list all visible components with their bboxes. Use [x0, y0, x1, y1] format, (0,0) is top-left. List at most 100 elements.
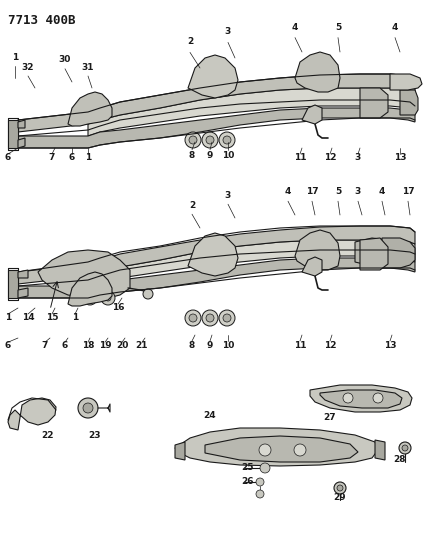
Text: 5: 5: [335, 23, 341, 33]
Circle shape: [343, 393, 353, 403]
Text: 17: 17: [306, 188, 318, 197]
Text: 23: 23: [89, 431, 101, 440]
Polygon shape: [18, 138, 25, 148]
Text: 21: 21: [136, 341, 148, 350]
Text: 11: 11: [294, 341, 306, 350]
Circle shape: [260, 463, 270, 473]
Text: 13: 13: [394, 154, 406, 163]
Polygon shape: [360, 88, 388, 118]
Text: 2: 2: [189, 200, 195, 209]
Circle shape: [373, 393, 383, 403]
Polygon shape: [360, 238, 388, 270]
Text: 2: 2: [187, 37, 193, 46]
Text: 28: 28: [394, 456, 406, 464]
Text: 1: 1: [72, 313, 78, 322]
Text: 13: 13: [384, 341, 396, 350]
Text: 3: 3: [225, 190, 231, 199]
Text: 4: 4: [379, 188, 385, 197]
Circle shape: [223, 136, 231, 144]
Text: 6: 6: [5, 341, 11, 350]
Circle shape: [189, 136, 197, 144]
Text: 7: 7: [42, 341, 48, 350]
Text: 4: 4: [292, 23, 298, 33]
Text: 4: 4: [285, 188, 291, 197]
Text: 24: 24: [204, 410, 216, 419]
Polygon shape: [18, 288, 28, 298]
Polygon shape: [390, 74, 422, 90]
Polygon shape: [88, 88, 415, 136]
Polygon shape: [302, 105, 322, 124]
Polygon shape: [400, 90, 418, 115]
Text: 3: 3: [225, 28, 231, 36]
Circle shape: [202, 310, 218, 326]
Text: 15: 15: [46, 313, 58, 322]
Circle shape: [202, 132, 218, 148]
Text: 7: 7: [49, 154, 55, 163]
Circle shape: [337, 485, 343, 491]
Circle shape: [143, 289, 153, 299]
Circle shape: [334, 482, 346, 494]
Text: 8: 8: [189, 150, 195, 159]
Text: 7713 400B: 7713 400B: [8, 14, 75, 27]
Circle shape: [83, 403, 93, 413]
Circle shape: [83, 291, 97, 305]
Circle shape: [105, 295, 111, 301]
Text: 5: 5: [335, 188, 341, 197]
Circle shape: [256, 478, 264, 486]
Text: 1: 1: [5, 313, 11, 322]
Circle shape: [87, 295, 93, 301]
Polygon shape: [18, 120, 25, 128]
Text: 20: 20: [116, 341, 128, 350]
Polygon shape: [18, 108, 415, 148]
Circle shape: [399, 442, 411, 454]
Circle shape: [223, 314, 231, 322]
Polygon shape: [8, 270, 18, 298]
Polygon shape: [310, 385, 412, 412]
Text: 16: 16: [112, 303, 124, 312]
Circle shape: [189, 314, 197, 322]
Polygon shape: [295, 230, 340, 270]
Text: 6: 6: [62, 341, 68, 350]
Text: 6: 6: [69, 154, 75, 163]
Text: 6: 6: [5, 154, 11, 163]
Text: 9: 9: [207, 150, 213, 159]
Circle shape: [185, 132, 201, 148]
Text: 31: 31: [82, 63, 94, 72]
Text: 9: 9: [207, 341, 213, 350]
Polygon shape: [320, 390, 402, 408]
Text: 1: 1: [12, 53, 18, 62]
Polygon shape: [18, 74, 415, 132]
Polygon shape: [18, 258, 415, 298]
Polygon shape: [205, 436, 358, 462]
Text: 19: 19: [99, 341, 111, 350]
Circle shape: [185, 310, 201, 326]
Circle shape: [78, 398, 98, 418]
Polygon shape: [68, 272, 112, 306]
Text: 18: 18: [82, 341, 94, 350]
Text: 4: 4: [392, 23, 398, 33]
Text: 17: 17: [402, 188, 414, 197]
Text: 14: 14: [22, 313, 34, 322]
Text: 10: 10: [222, 341, 234, 350]
Polygon shape: [295, 52, 340, 92]
Text: 26: 26: [242, 478, 254, 487]
Circle shape: [101, 291, 115, 305]
Text: 22: 22: [42, 431, 54, 440]
Polygon shape: [188, 55, 238, 98]
Text: 3: 3: [355, 154, 361, 163]
Polygon shape: [188, 233, 238, 276]
Circle shape: [259, 444, 271, 456]
Polygon shape: [18, 226, 415, 284]
Text: 27: 27: [324, 414, 336, 423]
Polygon shape: [38, 250, 130, 298]
Circle shape: [219, 132, 235, 148]
Circle shape: [219, 310, 235, 326]
Text: 12: 12: [324, 154, 336, 163]
Polygon shape: [8, 120, 18, 148]
Polygon shape: [382, 238, 415, 268]
Text: 29: 29: [334, 494, 346, 503]
Circle shape: [206, 136, 214, 144]
Text: 32: 32: [22, 63, 34, 72]
Circle shape: [256, 490, 264, 498]
Polygon shape: [175, 428, 378, 466]
